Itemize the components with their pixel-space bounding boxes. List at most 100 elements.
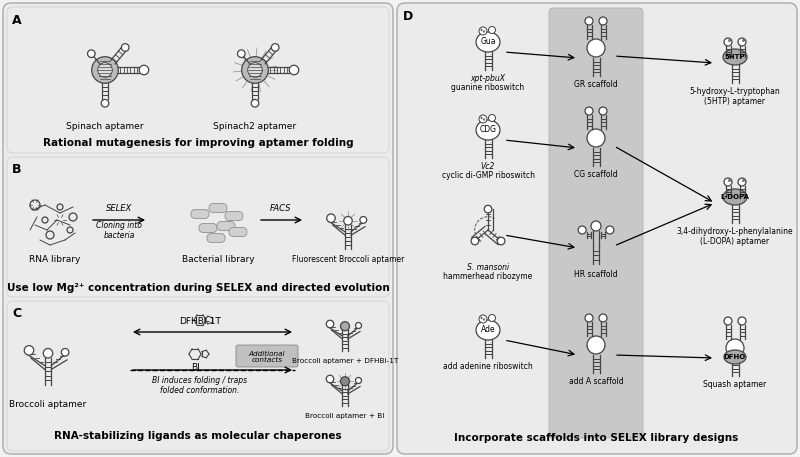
Circle shape (489, 314, 495, 322)
Circle shape (101, 100, 109, 107)
Text: Ade: Ade (481, 325, 495, 335)
Circle shape (599, 314, 607, 322)
Circle shape (355, 377, 362, 383)
Circle shape (599, 17, 607, 25)
Circle shape (498, 237, 505, 245)
Text: B: B (12, 163, 22, 176)
Text: RNA-stabilizing ligands as molecular chaperones: RNA-stabilizing ligands as molecular cha… (54, 431, 342, 441)
Circle shape (738, 178, 746, 186)
Circle shape (139, 65, 149, 75)
Circle shape (479, 27, 487, 35)
Circle shape (587, 129, 605, 147)
Text: CG scaffold: CG scaffold (574, 170, 618, 179)
Text: GR scaffold: GR scaffold (574, 80, 618, 89)
Circle shape (479, 115, 487, 123)
Circle shape (290, 65, 298, 75)
FancyBboxPatch shape (7, 301, 389, 451)
FancyBboxPatch shape (549, 8, 643, 438)
Text: Additional
contacts: Additional contacts (249, 351, 286, 363)
Circle shape (341, 377, 350, 386)
Circle shape (62, 349, 69, 356)
Text: Broccoli aptamer + DFHBI-1T: Broccoli aptamer + DFHBI-1T (292, 358, 398, 364)
Ellipse shape (476, 32, 500, 52)
Circle shape (326, 214, 335, 223)
Circle shape (724, 317, 732, 325)
Circle shape (360, 217, 366, 223)
Text: Broccoli aptamer + BI: Broccoli aptamer + BI (306, 413, 385, 419)
Circle shape (742, 179, 745, 182)
Circle shape (471, 237, 478, 245)
Circle shape (248, 63, 262, 77)
Text: RNA library: RNA library (30, 255, 81, 264)
Circle shape (585, 17, 593, 25)
Text: CDG: CDG (479, 126, 497, 134)
Text: Incorporate scaffolds into SELEX library designs: Incorporate scaffolds into SELEX library… (454, 433, 738, 443)
Circle shape (738, 38, 746, 46)
Text: BI induces folding / traps
folded conformation.: BI induces folding / traps folded confor… (153, 376, 247, 395)
FancyBboxPatch shape (207, 234, 225, 243)
FancyBboxPatch shape (199, 223, 217, 233)
Text: 3,4-dihydroxy-L-phenylalanine
(L-DOPA) aptamer: 3,4-dihydroxy-L-phenylalanine (L-DOPA) a… (677, 227, 794, 246)
Text: xpt-pbuX: xpt-pbuX (470, 74, 506, 83)
FancyBboxPatch shape (225, 212, 243, 220)
Circle shape (606, 226, 614, 234)
Circle shape (251, 100, 259, 107)
Circle shape (98, 63, 112, 77)
Circle shape (587, 39, 605, 57)
Text: Use low Mg²⁺ concentration during SELEX and directed evolution: Use low Mg²⁺ concentration during SELEX … (6, 283, 390, 293)
Circle shape (599, 107, 607, 115)
Text: L-DOPA: L-DOPA (721, 194, 750, 200)
Circle shape (480, 29, 482, 31)
Text: add A scaffold: add A scaffold (569, 377, 623, 386)
FancyBboxPatch shape (229, 228, 247, 237)
Circle shape (479, 315, 487, 323)
Circle shape (341, 322, 350, 331)
Text: guanine riboswitch: guanine riboswitch (451, 83, 525, 92)
Circle shape (724, 38, 732, 46)
Text: Broccoli aptamer: Broccoli aptamer (10, 400, 86, 409)
Text: Spinach aptamer: Spinach aptamer (66, 122, 144, 131)
Circle shape (342, 323, 349, 330)
Circle shape (242, 57, 268, 83)
Ellipse shape (723, 49, 747, 65)
Ellipse shape (724, 350, 746, 364)
Circle shape (344, 217, 352, 225)
Circle shape (480, 317, 482, 319)
Text: Vc2: Vc2 (481, 162, 495, 171)
Text: DFHO: DFHO (724, 354, 746, 360)
Text: SELEX: SELEX (106, 204, 132, 213)
Text: cyclic di-GMP riboswitch: cyclic di-GMP riboswitch (442, 171, 534, 180)
FancyBboxPatch shape (191, 209, 209, 218)
Text: C: C (12, 307, 21, 320)
Circle shape (585, 314, 593, 322)
Text: DFHBI-1T: DFHBI-1T (179, 317, 221, 326)
Circle shape (238, 50, 245, 58)
Text: HR scaffold: HR scaffold (574, 270, 618, 279)
FancyBboxPatch shape (397, 3, 797, 454)
Circle shape (43, 349, 53, 358)
Text: Spinach2 aptamer: Spinach2 aptamer (214, 122, 297, 131)
Circle shape (122, 44, 129, 51)
Text: A: A (12, 14, 22, 27)
FancyBboxPatch shape (7, 7, 389, 153)
Ellipse shape (476, 120, 500, 140)
Circle shape (342, 377, 349, 385)
Text: BI: BI (190, 363, 199, 372)
Circle shape (489, 27, 495, 33)
Text: S. mansoni: S. mansoni (467, 263, 509, 272)
FancyBboxPatch shape (236, 345, 298, 367)
Circle shape (326, 320, 334, 328)
FancyBboxPatch shape (209, 203, 227, 213)
Text: 5HTP: 5HTP (725, 54, 746, 60)
Circle shape (87, 50, 95, 58)
Text: FACS: FACS (270, 204, 292, 213)
Circle shape (92, 57, 118, 83)
FancyBboxPatch shape (217, 222, 235, 230)
Text: hammerhead ribozyme: hammerhead ribozyme (443, 272, 533, 281)
Circle shape (587, 336, 605, 354)
Text: Fluorescent Broccoli aptamer: Fluorescent Broccoli aptamer (292, 255, 404, 264)
FancyBboxPatch shape (3, 3, 393, 454)
Text: D: D (403, 10, 414, 23)
Circle shape (482, 30, 485, 33)
Circle shape (742, 39, 745, 42)
